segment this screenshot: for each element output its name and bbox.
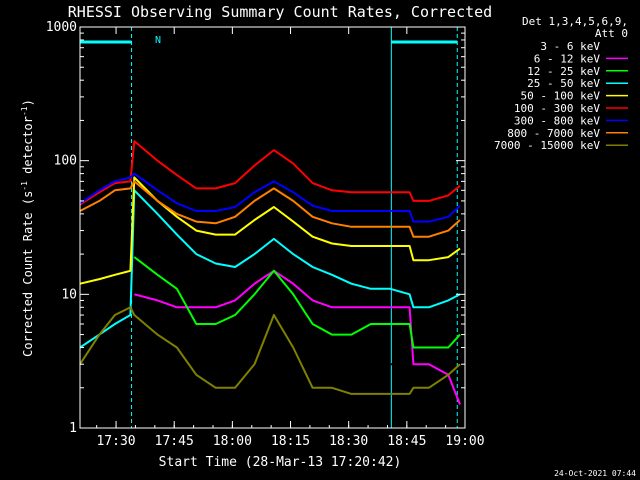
y-tick-label-2: 100 <box>54 154 77 169</box>
y-tick-label-3: 1000 <box>46 20 77 35</box>
legend-label-0: 3 - 6 keV <box>540 40 600 53</box>
y-tick-label-0: 1 <box>69 421 77 436</box>
series-line-4 <box>79 176 461 285</box>
footer-date: 24-Oct-2021 07:44 <box>554 469 636 478</box>
series-line-5 <box>79 140 461 206</box>
y-tick-label-1: 10 <box>61 287 77 302</box>
x-tick-label-4: 18:30 <box>329 434 368 449</box>
plot-frame <box>79 26 466 429</box>
x-tick-label-5: 18:45 <box>387 434 426 449</box>
legend-label-3: 25 - 50 keV <box>527 77 600 90</box>
x-axis: 17:30 17:45 18:00 18:15 18:30 18:45 19:00 <box>96 27 485 449</box>
legend-label-7: 800 - 7000 keV <box>507 127 600 140</box>
y-axis-label: Corrected Count Rate (s-1 detector-1) <box>20 99 35 357</box>
series-line-6 <box>79 172 461 223</box>
legend-label-6: 300 - 800 keV <box>514 114 600 127</box>
series-line-8 <box>79 306 461 395</box>
x-tick-label-6: 19:00 <box>445 434 484 449</box>
series-lines <box>79 140 461 405</box>
x-tick-label-2: 18:00 <box>213 434 252 449</box>
annotation-n: N <box>155 35 161 46</box>
x-tick-label-3: 18:15 <box>271 434 310 449</box>
y-axis-label-sup1: -1 <box>20 181 29 191</box>
legend-title-2: Att 0 <box>595 27 628 40</box>
x-tick-label-0: 17:30 <box>96 434 135 449</box>
y-axis-label-part2: detector <box>21 116 35 181</box>
y-axis: 1 10 100 1000 <box>46 20 465 436</box>
legend-label-2: 12 - 25 keV <box>527 65 600 78</box>
legend-label-8: 7000 - 15000 keV <box>494 139 600 152</box>
legend-label-4: 50 - 100 keV <box>521 90 601 103</box>
y-axis-label-part3: ) <box>21 99 35 106</box>
x-axis-label: Start Time (28-Mar-13 17:20:42) <box>159 455 402 470</box>
chart-title: RHESSI Observing Summary Count Rates, Co… <box>68 3 492 21</box>
y-axis-label-sup2: -1 <box>20 106 29 116</box>
legend-label-5: 100 - 300 keV <box>514 102 600 115</box>
series-line-7 <box>79 180 461 238</box>
x-tick-label-1: 17:45 <box>155 434 194 449</box>
series-line-2 <box>133 256 461 349</box>
y-axis-label-part1: Corrected Count Rate (s <box>21 191 35 357</box>
legend-label-1: 6 - 12 keV <box>534 52 601 65</box>
legend-title-1: Det 1,3,4,5,6,9, <box>522 15 628 28</box>
series-line-1 <box>134 269 461 405</box>
series-line-0 <box>133 287 460 376</box>
